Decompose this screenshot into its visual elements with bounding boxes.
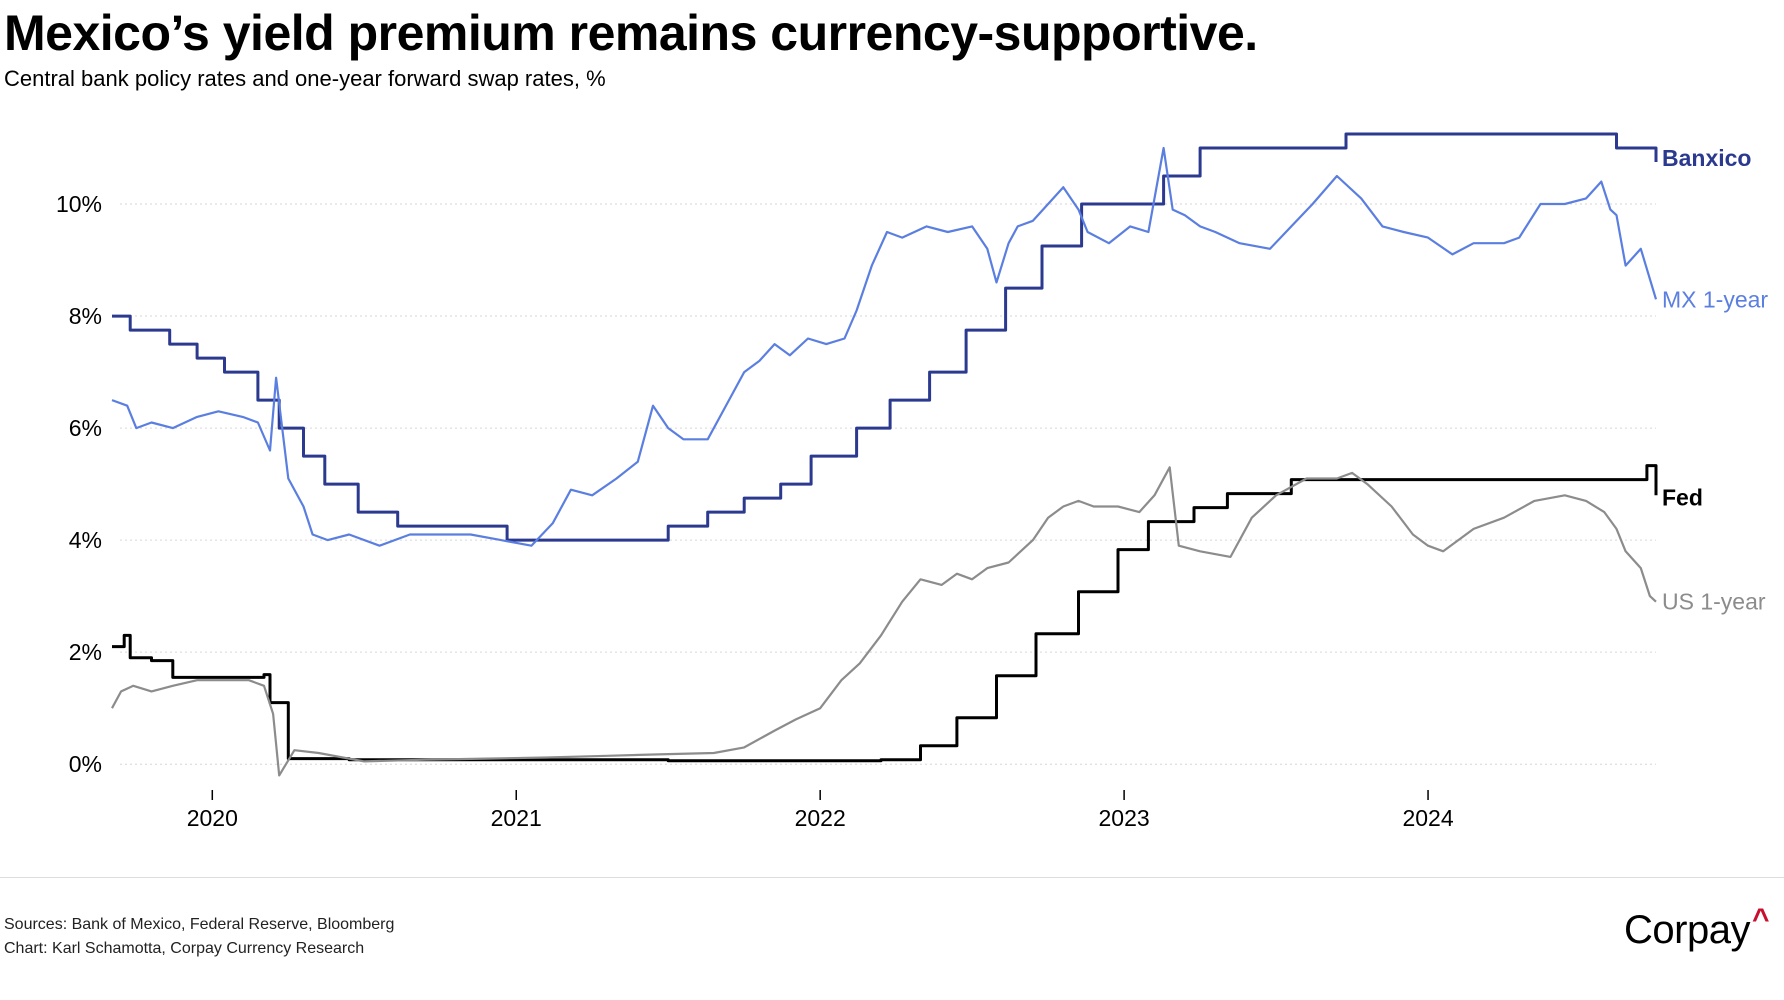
y-tick-label: 0% bbox=[69, 751, 102, 777]
credit-text: Chart: Karl Schamotta, Corpay Currency R… bbox=[4, 940, 365, 957]
y-tick-label: 8% bbox=[69, 303, 102, 329]
x-tick-label: 2023 bbox=[1099, 805, 1150, 831]
y-tick-label: 4% bbox=[69, 527, 102, 553]
chart-title: Mexico’s yield premium remains currency-… bbox=[4, 5, 1258, 61]
source-note: Sources: Bank of Mexico, Federal Reserve… bbox=[4, 913, 394, 961]
footer-divider bbox=[0, 877, 1784, 878]
series-labels: Banxico MX 1-year Fed US 1-year bbox=[1662, 145, 1768, 615]
brand-name: Corpay bbox=[1624, 908, 1750, 952]
series-line-mx-1-year bbox=[111, 146, 1658, 547]
y-tick-label: 6% bbox=[69, 415, 102, 441]
legend-label-fed: Fed bbox=[1662, 484, 1703, 510]
corpay-logo: Corpay^ bbox=[1624, 903, 1769, 953]
series-line-banxico bbox=[112, 132, 1658, 542]
legend-label-us-1-year: US 1-year bbox=[1662, 589, 1766, 615]
y-tick-label: 2% bbox=[69, 639, 102, 665]
legend-label-mx-1-year: MX 1-year bbox=[1662, 286, 1768, 312]
y-tick-label: 10% bbox=[56, 191, 102, 217]
line-chart: 0% 2% 4% 6% 8% 10% 2020 2021 2022 2023 2024 Banxic… bbox=[56, 132, 1768, 831]
legend-label-banxico: Banxico bbox=[1662, 145, 1751, 171]
x-tick-label: 2021 bbox=[491, 805, 542, 831]
x-tick-label: 2020 bbox=[187, 805, 238, 831]
series-lines bbox=[111, 132, 1658, 777]
series-line-us-1-year bbox=[111, 466, 1657, 777]
chart-subtitle: Central bank policy rates and one-year f… bbox=[4, 66, 606, 91]
caret-icon: ^ bbox=[1751, 903, 1770, 936]
gridlines bbox=[120, 203, 1656, 765]
x-tick-label: 2022 bbox=[795, 805, 846, 831]
series-line-fed bbox=[112, 464, 1658, 763]
sources-text: Sources: Bank of Mexico, Federal Reserve… bbox=[4, 916, 395, 933]
axes: 0% 2% 4% 6% 8% 10% 2020 2021 2022 2023 2024 bbox=[56, 191, 1454, 831]
x-tick-label: 2024 bbox=[1402, 805, 1453, 831]
